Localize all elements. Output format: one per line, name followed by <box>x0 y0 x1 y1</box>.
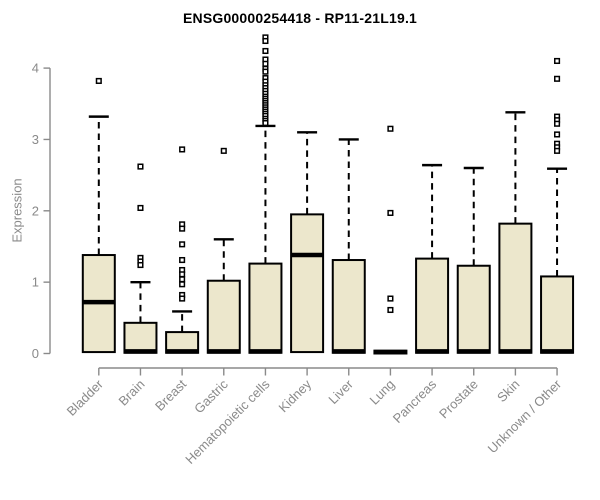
x-tick-label-liver: Liver <box>325 376 356 407</box>
outlier-bladder <box>95 77 102 84</box>
box-skin <box>498 222 533 354</box>
outlier-brain <box>137 261 144 269</box>
x-tick-label-unknown-other: Unknown / Other <box>485 376 565 456</box>
y-tick-label-0: 0 <box>32 346 39 361</box>
outlier-hematopoietic-cells <box>262 47 269 55</box>
outlier-lung <box>387 306 394 314</box>
y-tick-label-4: 4 <box>32 61 39 76</box>
x-tick-label-prostate: Prostate <box>436 377 481 422</box>
outlier-unknown-other <box>554 120 561 127</box>
box-brain <box>123 321 158 354</box>
outlier-breast <box>179 256 186 264</box>
x-tick-label-skin: Skin <box>494 377 522 405</box>
outlier-unknown-other <box>554 57 561 65</box>
outlier-hematopoietic-cells <box>262 68 269 75</box>
outlier-unknown-other <box>554 75 561 82</box>
outlier-lung <box>387 295 394 302</box>
outlier-breast <box>179 146 186 153</box>
outlier-hematopoietic-cells <box>262 37 269 45</box>
outlier-hematopoietic-cells <box>262 60 269 67</box>
box-kidney <box>290 213 325 354</box>
outlier-gastric <box>220 147 227 154</box>
outlier-breast <box>179 281 186 288</box>
box-prostate <box>456 264 491 354</box>
box-gastric <box>206 279 241 354</box>
x-tick-label-gastric: Gastric <box>191 376 231 416</box>
x-tick-label-breast: Breast <box>152 376 189 413</box>
y-axis-title: Expression <box>9 178 25 243</box>
outlier-hematopoietic-cells <box>262 119 269 127</box>
box-liver <box>331 259 366 354</box>
x-tick-label-bladder: Bladder <box>64 376 107 419</box>
box-pancreas <box>415 257 450 354</box>
outlier-unknown-other <box>554 147 561 154</box>
x-tick-label-lung: Lung <box>366 377 397 408</box>
box-unknown-other <box>540 275 575 354</box>
y-tick-label-1: 1 <box>32 275 39 290</box>
outlier-lung <box>387 125 394 132</box>
y-tick-label-2: 2 <box>32 203 39 218</box>
outlier-breast <box>179 295 186 302</box>
outlier-breast <box>179 271 186 278</box>
x-tick-label-brain: Brain <box>116 377 148 409</box>
chart-title: ENSG00000254418 - RP11-21L19.1 <box>182 10 418 26</box>
outlier-breast <box>179 241 186 248</box>
outlier-brain <box>137 204 144 211</box>
outlier-breast <box>179 225 186 232</box>
outlier-lung <box>387 209 394 216</box>
outlier-breast <box>179 276 186 283</box>
outlier-brain <box>137 163 144 170</box>
x-tick-label-pancreas: Pancreas <box>390 376 440 426</box>
y-tick-label-3: 3 <box>32 132 39 147</box>
x-tick-label-kidney: Kidney <box>276 376 315 415</box>
box-hematopoietic-cells <box>248 262 283 354</box>
outlier-unknown-other <box>554 131 561 138</box>
